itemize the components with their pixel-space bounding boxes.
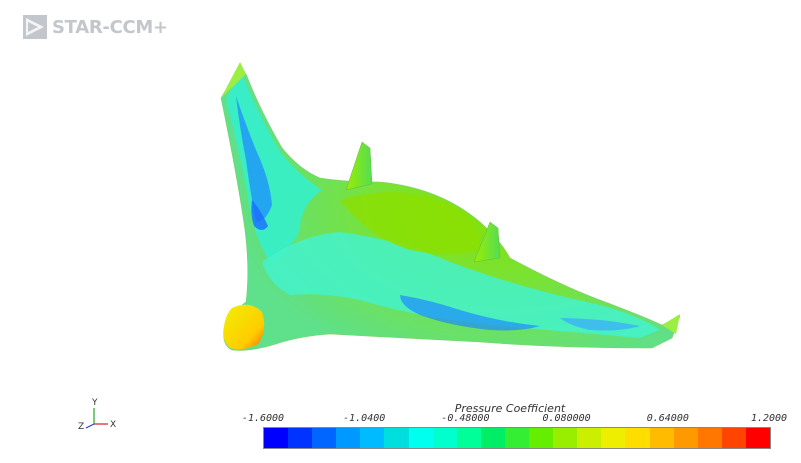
triad-axes [85, 408, 108, 429]
legend-tick-label: 0.64000 [646, 413, 689, 424]
colorbar-swatch [504, 428, 530, 448]
graphics-viewport[interactable] [0, 0, 801, 380]
colorbar-swatch [384, 428, 409, 448]
colorbar-swatch [601, 428, 626, 448]
colorbar-swatch [529, 428, 554, 448]
legend-tick-label: -1.0400 [343, 413, 386, 424]
suction-peak-right-wing [400, 295, 540, 331]
colorbar-swatch [360, 428, 385, 448]
suction-peak-right-tip [560, 318, 640, 331]
wingtip-right [662, 314, 680, 334]
colorbar-swatch [745, 428, 770, 448]
low-pressure-region-left [226, 70, 322, 262]
colorbar-swatch [673, 428, 698, 448]
colorbar-swatch [721, 428, 746, 448]
colorbar-swatch [264, 428, 289, 448]
suction-peak-left-wing [236, 96, 272, 222]
legend-tick-label: 1.2000 [750, 413, 788, 424]
colorbar-swatch [625, 428, 650, 448]
colorbar-swatch [456, 428, 481, 448]
scalar-legend[interactable]: Pressure Coefficient -1.6000 -1.0400 -0.48… [240, 398, 790, 458]
colorbar-swatch [577, 428, 602, 448]
legend-title: Pressure Coefficient [454, 402, 566, 415]
legend-tick-label: -1.6000 [241, 413, 285, 424]
vertical-fin-right [473, 221, 501, 263]
star-ccm-logo: STAR-CCM+ [22, 12, 168, 42]
suction-peak-root [251, 200, 268, 230]
legend-colorbar [263, 427, 771, 449]
vertical-fin-left [345, 141, 373, 191]
colorbar-swatch [553, 428, 578, 448]
triad-y-label: Y [92, 398, 98, 408]
orientation-triad: Y Z X [76, 398, 126, 438]
legend-tick-label: 0.080000 [542, 413, 591, 424]
aircraft-model [220, 62, 681, 351]
colorbar-swatch [336, 428, 361, 448]
triad-x-label: X [110, 420, 117, 430]
colorbar-swatch [480, 428, 505, 448]
colorbar-swatch [432, 428, 457, 448]
wingtip-left [221, 62, 246, 98]
colorbar-swatch [697, 428, 722, 448]
star-ccm-logo-icon [23, 15, 47, 39]
legend-tick-label: -0.48000 [441, 413, 490, 424]
logo-text: STAR-CCM+ [52, 16, 168, 38]
center-body-hump [340, 192, 480, 254]
colorbar-swatch [288, 428, 313, 448]
triad-z-label: Z [78, 422, 85, 432]
colorbar-swatch [408, 428, 433, 448]
colorbar-swatch [649, 428, 674, 448]
aircraft-nose [223, 304, 265, 350]
colorbar-swatch [312, 428, 337, 448]
low-pressure-region-center [262, 232, 660, 338]
